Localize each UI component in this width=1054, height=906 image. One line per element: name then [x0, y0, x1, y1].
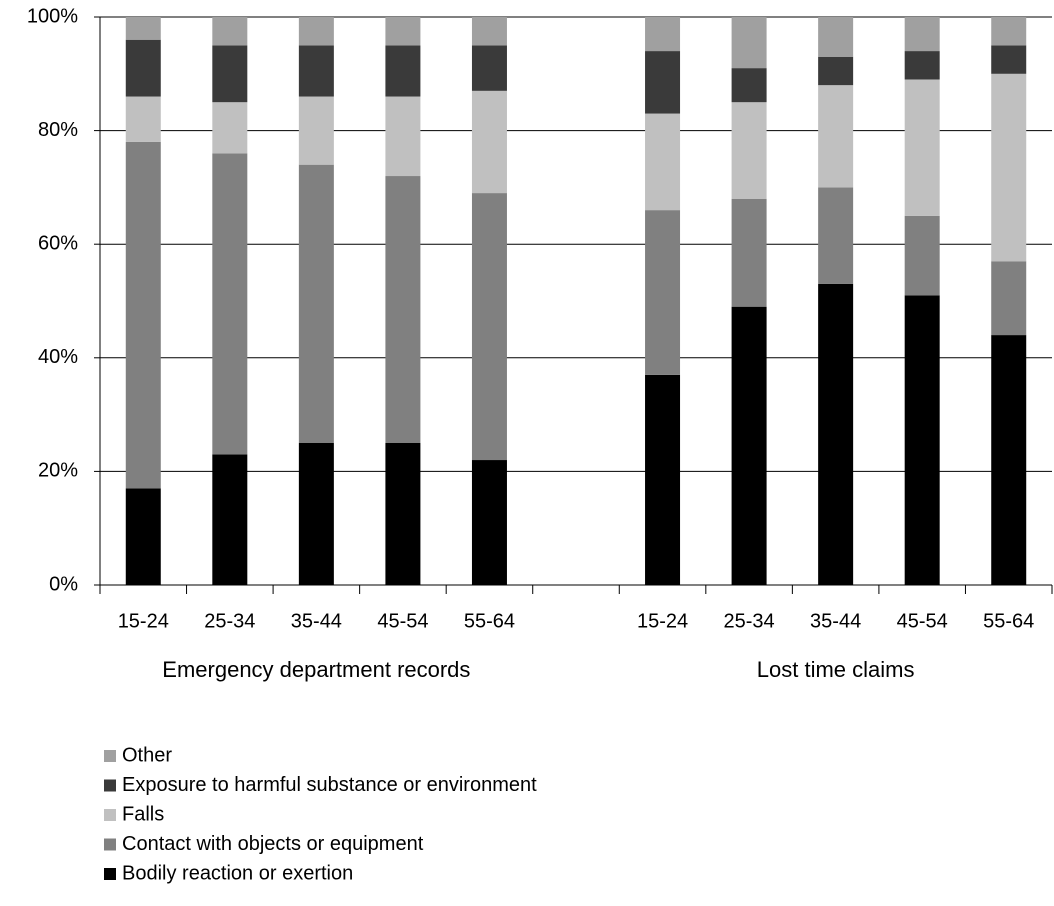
bar-segment — [904, 51, 940, 80]
legend-swatch — [104, 868, 116, 880]
bar-segment — [731, 17, 767, 69]
bar-segment — [818, 56, 854, 86]
bar-segment — [298, 443, 334, 585]
bar-segment — [212, 102, 248, 154]
x-tick-label: 15-24 — [118, 610, 169, 632]
bar-segment — [471, 90, 507, 194]
y-tick-label: 100% — [27, 5, 78, 27]
bar-segment — [645, 374, 681, 585]
bar-segment — [471, 45, 507, 91]
legend-label: Exposure to harmful substance or environ… — [122, 774, 537, 796]
y-tick-label: 60% — [38, 232, 78, 254]
bar-segment — [212, 454, 248, 585]
y-tick-label: 0% — [49, 573, 78, 595]
bar-segment — [818, 17, 854, 57]
bar-segment — [125, 96, 161, 142]
x-tick-label: 15-24 — [637, 610, 688, 632]
x-tick-label: 45-54 — [377, 610, 428, 632]
bar-segment — [645, 51, 681, 114]
y-tick-label: 40% — [38, 346, 78, 368]
bar-segment — [645, 17, 681, 52]
group-label: Lost time claims — [757, 657, 915, 682]
bar-segment — [645, 210, 681, 375]
x-tick-label: 45-54 — [897, 610, 948, 632]
bar-segment — [904, 215, 940, 296]
bar-segment — [298, 17, 334, 46]
y-tick-label: 20% — [38, 460, 78, 482]
bar-segment — [991, 261, 1027, 336]
bar-segment — [298, 96, 334, 165]
legend-label: Contact with objects or equipment — [122, 833, 424, 855]
bar-segment — [991, 335, 1027, 585]
legend-swatch — [104, 809, 116, 821]
bar-segment — [904, 17, 940, 52]
x-tick-label: 55-64 — [464, 610, 515, 632]
bar-segment — [385, 45, 421, 97]
bar-segment — [298, 164, 334, 443]
bar-segment — [212, 45, 248, 103]
bar-segment — [471, 460, 507, 585]
bar-segment — [991, 17, 1027, 46]
bar-segment — [298, 45, 334, 97]
bar-segment — [818, 85, 854, 188]
x-tick-label: 35-44 — [810, 610, 861, 632]
bar-segment — [904, 79, 940, 216]
legend-swatch — [104, 779, 116, 792]
bar-segment — [212, 153, 248, 455]
bar-segment — [904, 295, 940, 585]
bar-segment — [385, 176, 421, 444]
bar-segment — [991, 73, 1027, 262]
group-label: Emergency department records — [162, 657, 470, 682]
bar-segment — [731, 198, 767, 307]
x-tick-label: 25-34 — [204, 610, 255, 632]
bar-segment — [645, 113, 681, 211]
legend-label: Falls — [122, 803, 164, 825]
bar-segment — [818, 187, 854, 284]
bar-segment — [385, 443, 421, 585]
bar-segment — [385, 17, 421, 46]
x-tick-label: 35-44 — [291, 610, 342, 632]
bar-segment — [731, 68, 767, 103]
x-tick-label: 25-34 — [724, 610, 775, 632]
legend-label: Other — [122, 744, 172, 766]
bar-segment — [818, 283, 854, 585]
bar-segment — [731, 306, 767, 585]
bar-segment — [125, 141, 161, 489]
bar-segment — [125, 39, 161, 97]
legend-swatch — [104, 750, 116, 762]
bar-segment — [125, 488, 161, 585]
x-tick-label: 55-64 — [983, 610, 1034, 632]
bar-segment — [471, 193, 507, 461]
legend-swatch — [104, 838, 116, 851]
bar-segment — [385, 96, 421, 177]
bar-segment — [212, 17, 248, 46]
bar-segment — [731, 102, 767, 199]
bar-segment — [991, 45, 1027, 74]
bar-segment — [471, 17, 507, 46]
y-tick-label: 80% — [38, 119, 78, 141]
bar-segment — [125, 17, 161, 40]
legend-label: Bodily reaction or exertion — [122, 862, 353, 884]
